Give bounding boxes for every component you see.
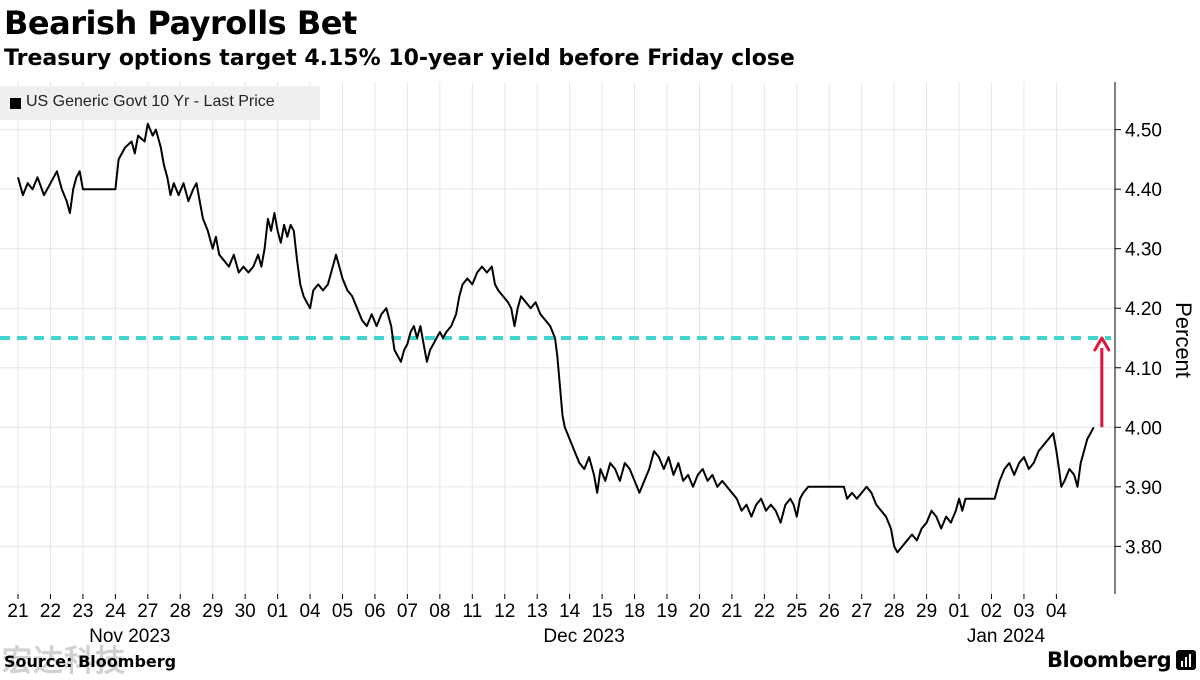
- x-month-label: Dec 2023: [543, 626, 624, 647]
- x-tick-label: 14: [559, 601, 581, 622]
- legend-label: US Generic Govt 10 Yr - Last Price: [26, 93, 275, 110]
- x-tick-label: 30: [235, 601, 256, 622]
- yield-series-line: [17, 122, 1095, 554]
- x-tick-label: 21: [7, 601, 28, 622]
- y-tick-label: 4.20: [1125, 299, 1162, 320]
- x-tick-labels: 21 22 23 24 27 28 29 30 01 04 05 06 07 08 11 12 13 14 15 18…: [7, 594, 1067, 622]
- x-tick-label: 28: [884, 601, 905, 622]
- legend-swatch: [10, 98, 21, 109]
- x-tick-label: 05: [332, 601, 353, 622]
- x-tick-label: 28: [170, 601, 191, 622]
- x-tick-label: 19: [656, 601, 677, 622]
- chart-subtitle: Treasury options target 4.15% 10-year yi…: [4, 46, 795, 71]
- x-tick-label: 21: [721, 601, 742, 622]
- y-tick-label: 4.10: [1125, 359, 1162, 380]
- x-tick-label: 01: [267, 601, 288, 622]
- x-tick-label: 04: [1046, 601, 1068, 622]
- legend: US Generic Govt 10 Yr - Last Price: [0, 86, 320, 120]
- y-tick-label: 4.00: [1125, 418, 1162, 439]
- y-tick-label: 4.40: [1125, 180, 1162, 201]
- y-tick-label: 3.90: [1125, 478, 1162, 499]
- x-tick-label: 07: [397, 601, 418, 622]
- target-arrow: [1093, 336, 1111, 428]
- x-tick-label: 02: [981, 601, 1002, 622]
- x-tick-label: 08: [429, 601, 450, 622]
- x-tick-label: 27: [851, 601, 872, 622]
- x-tick-label: 24: [105, 601, 127, 622]
- x-month-label: Jan 2024: [967, 626, 1046, 647]
- bloomberg-logo: Bloomberg: [1047, 648, 1172, 672]
- y-tick-labels: 3.80 3.90 4.00 4.10 4.20 4.30 4.40 4.50: [1115, 121, 1162, 558]
- x-month-label: Nov 2023: [89, 626, 170, 647]
- x-tick-label: 18: [624, 601, 645, 622]
- x-tick-label: 22: [40, 601, 61, 622]
- x-tick-label: 13: [527, 601, 548, 622]
- x-tick-label: 01: [948, 601, 969, 622]
- y-tick-label: 3.80: [1125, 537, 1162, 558]
- x-tick-label: 29: [202, 601, 223, 622]
- watermark: 宏达科技: [2, 644, 126, 679]
- x-tick-label: 27: [137, 601, 158, 622]
- chart-title: Bearish Payrolls Bet: [4, 4, 357, 42]
- x-tick-label: 06: [364, 601, 385, 622]
- x-tick-label: 11: [462, 601, 482, 622]
- y-gridlines: [0, 129, 1115, 547]
- x-tick-label: 20: [689, 601, 710, 622]
- x-tick-label: 03: [1013, 601, 1034, 622]
- y-tick-label: 4.50: [1125, 121, 1162, 142]
- y-axis-title: Percent: [1171, 302, 1196, 378]
- x-tick-label: 22: [754, 601, 775, 622]
- bloomberg-terminal-icon: [1176, 650, 1196, 670]
- x-tick-label: 29: [916, 601, 937, 622]
- source-note: Source: Bloomberg: [4, 652, 177, 671]
- y-tick-label: 4.30: [1125, 240, 1162, 261]
- x-tick-label: 25: [786, 601, 807, 622]
- x-tick-label: 26: [819, 601, 840, 622]
- x-tick-label: 04: [299, 601, 321, 622]
- x-tick-label: 15: [592, 601, 613, 622]
- x-tick-label: 12: [494, 601, 515, 622]
- arrow-head: [1093, 336, 1111, 352]
- x-tick-label: 23: [72, 601, 93, 622]
